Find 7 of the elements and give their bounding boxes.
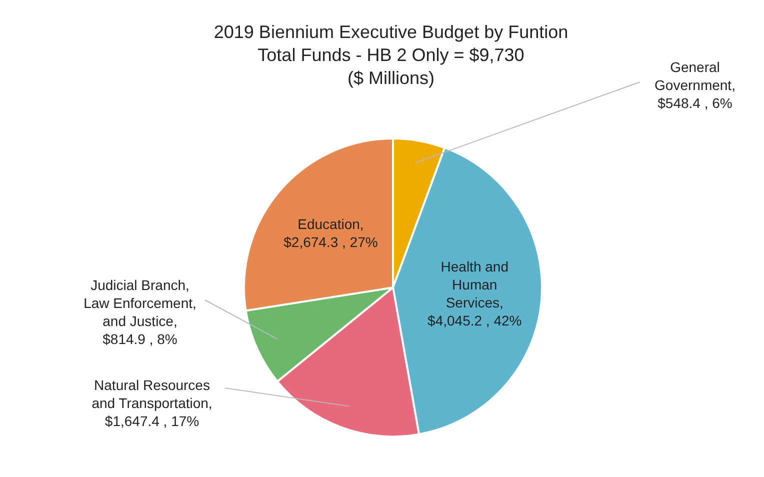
slice-label: Natural Resources and Transportation, $1,647.4 , 17% — [92, 376, 212, 429]
slice-label: Education, $2,674.3 , 27% — [284, 216, 378, 250]
slice-label: General Government, $548.4 , 6% — [654, 58, 736, 111]
chart-title: 2019 Biennium Executive Budget by Funtion — [214, 22, 568, 42]
slice-label: Judicial Branch, Law Enforcement, and Justice, $814.9 , 8% — [84, 276, 196, 347]
chart-subtitle: Total Funds - HB 2 Only = $9,730 ($ Millions) — [258, 44, 524, 88]
slice-label: Health and Human Services, $4,045.2 , 42% — [428, 258, 522, 329]
